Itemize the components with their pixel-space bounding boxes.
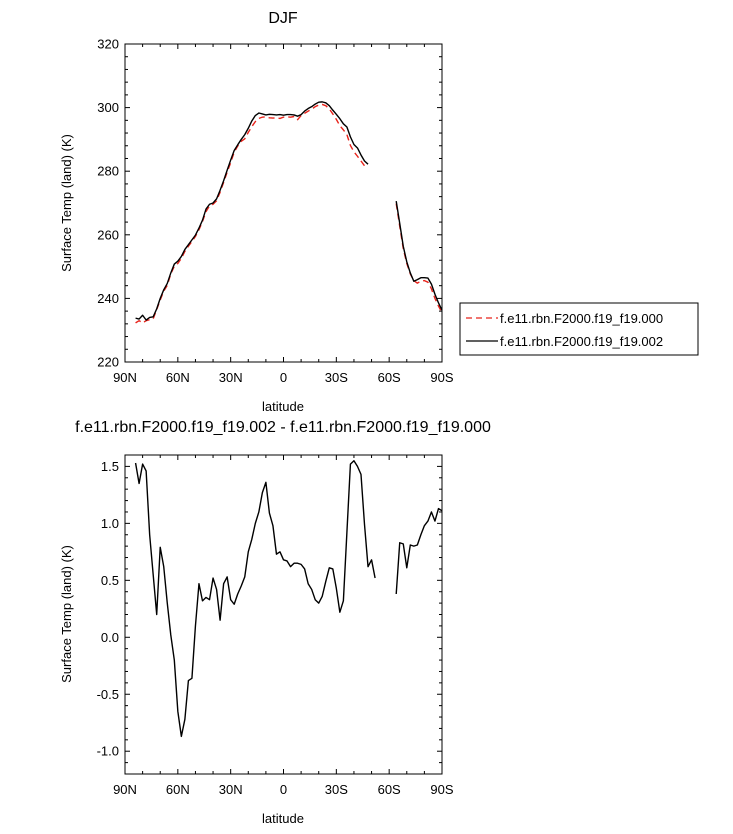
bottom-x-tick-label: 90S: [430, 782, 453, 797]
bottom-x-tick-label: 90N: [113, 782, 137, 797]
top-series-line-1: [135, 103, 443, 324]
bottom-y-axis-label: Surface Temp (land) (K): [59, 545, 74, 683]
bottom-y-tick-label: 1.5: [101, 459, 119, 474]
legend-label-series-2: f.e11.rbn.F2000.f19_f19.002: [500, 334, 663, 349]
bottom-x-tick-label: 60S: [378, 782, 401, 797]
top-y-tick-label: 300: [97, 100, 119, 115]
top-chart-title: DJF: [268, 10, 298, 27]
bottom-x-tick-label: 60N: [166, 782, 190, 797]
bottom-x-tick-label: 30N: [219, 782, 243, 797]
bottom-x-axis-label: latitude: [262, 811, 304, 826]
bottom-plot-frame: [124, 454, 443, 775]
bottom-y-tick-label: 1.0: [101, 516, 119, 531]
top-y-tick-label: 240: [97, 291, 119, 306]
top-y-tick-label: 320: [97, 37, 119, 52]
bottom-x-tick-label: 30S: [325, 782, 348, 797]
top-series-line-2: [135, 101, 443, 321]
bottom-x-tick-label: 0: [280, 782, 287, 797]
bottom-y-tick-label: -0.5: [97, 687, 119, 702]
legend-box: [459, 302, 699, 356]
bottom-chart-panel: f.e11.rbn.F2000.f19_f19.002 - f.e11.rbn.…: [59, 419, 491, 826]
top-x-tick-label: 0: [280, 370, 287, 385]
bottom-y-tick-label: -1.0: [97, 744, 119, 759]
top-x-axis-label: latitude: [262, 399, 304, 414]
bottom-chart-title: f.e11.rbn.F2000.f19_f19.002 - f.e11.rbn.…: [75, 419, 491, 436]
legend: f.e11.rbn.F2000.f19_f19.000 f.e11.rbn.F2…: [459, 302, 699, 356]
top-chart-panel: DJF 90N 60N 30N 0 30S 60S 90S 220 240 260 280 300 32…: [59, 10, 699, 414]
legend-label-series-1: f.e11.rbn.F2000.f19_f19.000: [500, 311, 663, 326]
top-x-tick-label: 30N: [219, 370, 243, 385]
top-y-axis-label: Surface Temp (land) (K): [59, 134, 74, 272]
top-y-tick-label: 260: [97, 227, 119, 242]
bottom-y-tick-label: 0.5: [101, 573, 119, 588]
top-plot-frame: [124, 43, 443, 363]
top-x-tick-label: 30S: [325, 370, 348, 385]
top-x-tick-label: 60N: [166, 370, 190, 385]
top-y-tick-label: 220: [97, 355, 119, 370]
top-x-tick-label: 60S: [378, 370, 401, 385]
top-y-tick-label: 280: [97, 164, 119, 179]
top-x-tick-label: 90N: [113, 370, 137, 385]
bottom-series-line-1: [134, 460, 443, 738]
bottom-y-tick-label: 0.0: [101, 630, 119, 645]
top-x-tick-label: 90S: [430, 370, 453, 385]
